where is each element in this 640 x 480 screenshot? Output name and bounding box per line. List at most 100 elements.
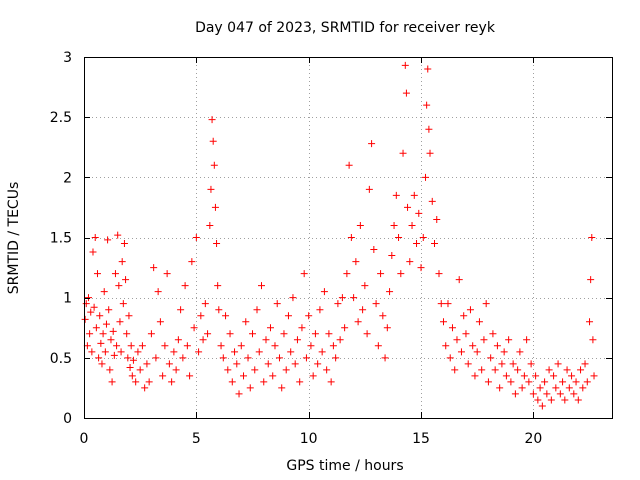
chart-title: Day 047 of 2023, SRMTID for receiver rey…	[195, 20, 496, 36]
data-point	[559, 378, 567, 386]
data-point	[128, 372, 136, 380]
data-point	[278, 384, 286, 392]
y-tick-label: 2.5	[50, 110, 72, 126]
data-point	[316, 306, 324, 314]
data-point	[115, 282, 123, 290]
data-points	[81, 61, 598, 410]
data-point	[424, 65, 432, 73]
data-point	[260, 378, 268, 386]
x-tick-label: 20	[524, 431, 542, 447]
data-point	[296, 378, 304, 386]
x-tick-label: 15	[412, 431, 430, 447]
data-point	[100, 288, 108, 296]
data-point	[437, 300, 445, 308]
data-point	[119, 300, 127, 308]
data-point	[88, 348, 96, 356]
data-point	[150, 264, 158, 272]
data-point	[168, 378, 176, 386]
data-point	[89, 248, 97, 256]
data-point	[525, 378, 533, 386]
data-point	[165, 360, 173, 368]
data-point	[266, 324, 274, 332]
data-point	[120, 240, 128, 248]
data-point	[489, 330, 497, 338]
data-point	[325, 330, 333, 338]
data-point	[534, 396, 542, 404]
data-point	[240, 372, 248, 380]
data-point	[586, 318, 594, 326]
data-point	[307, 342, 315, 350]
data-point	[145, 378, 153, 386]
data-point	[264, 360, 272, 368]
data-point	[341, 324, 349, 332]
data-point	[498, 360, 506, 368]
data-point	[484, 378, 492, 386]
data-point	[273, 300, 281, 308]
x-tick-label: 5	[192, 431, 201, 447]
data-point	[138, 342, 146, 350]
data-point	[154, 288, 162, 296]
data-point	[368, 140, 376, 148]
data-point	[108, 378, 116, 386]
data-point	[271, 342, 279, 350]
data-point	[406, 258, 414, 266]
data-point	[237, 342, 245, 350]
data-point	[520, 372, 528, 380]
data-point	[228, 378, 236, 386]
data-point	[590, 372, 598, 380]
data-point	[110, 351, 118, 359]
data-point	[192, 234, 200, 241]
data-point	[402, 89, 410, 97]
data-point	[529, 390, 537, 398]
data-point	[101, 348, 109, 356]
data-point	[572, 378, 580, 386]
y-tick-label: 1	[63, 291, 72, 307]
data-point	[435, 270, 443, 278]
y-tick-label: 1.5	[50, 231, 72, 247]
data-point	[127, 342, 135, 350]
data-point	[431, 240, 439, 248]
y-tick-label: 0	[63, 411, 72, 427]
data-point	[235, 390, 243, 398]
data-point	[106, 366, 114, 374]
data-point	[186, 372, 194, 380]
data-point	[543, 390, 551, 398]
data-point	[257, 282, 265, 290]
data-point	[217, 342, 225, 350]
data-point	[320, 288, 328, 296]
data-point	[136, 366, 144, 374]
x-tick-label: 10	[300, 431, 318, 447]
data-point	[587, 276, 595, 284]
data-point	[496, 384, 504, 392]
data-point	[93, 270, 101, 278]
data-point	[287, 348, 295, 356]
data-point	[305, 312, 313, 320]
data-point	[233, 360, 241, 368]
data-point	[201, 300, 209, 308]
data-point	[511, 390, 519, 398]
data-point	[253, 306, 261, 314]
data-point	[332, 354, 340, 362]
data-point	[379, 312, 387, 320]
data-point	[105, 306, 113, 314]
data-point	[210, 161, 218, 169]
data-point	[204, 330, 212, 338]
data-point	[141, 384, 149, 392]
data-point	[350, 294, 358, 302]
data-point	[124, 354, 132, 362]
data-point	[455, 276, 463, 284]
data-point	[419, 234, 427, 241]
data-point	[581, 360, 589, 368]
data-point	[90, 303, 98, 311]
data-point	[318, 348, 326, 356]
data-point	[423, 101, 431, 109]
data-point	[550, 372, 558, 380]
data-point	[354, 318, 362, 326]
data-point	[226, 330, 234, 338]
data-point	[390, 221, 398, 229]
data-point	[577, 366, 585, 374]
data-point	[249, 330, 257, 338]
data-point	[156, 318, 164, 326]
data-point	[583, 378, 591, 386]
